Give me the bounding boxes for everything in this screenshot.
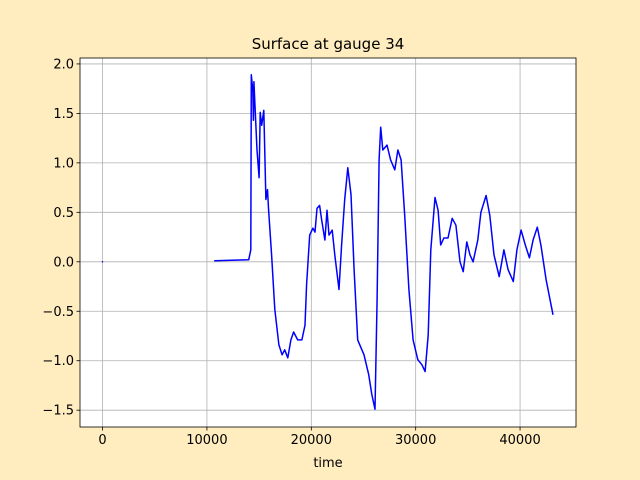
y-tick-label: 0.5	[53, 206, 74, 221]
x-tick-label: 40000	[499, 433, 540, 448]
x-tick-label: 20000	[291, 433, 332, 448]
y-tick-label: 2.0	[53, 57, 74, 72]
y-tick-label: −1.0	[42, 354, 74, 369]
y-tick-label: −0.5	[42, 305, 74, 320]
y-tick-label: 1.0	[53, 156, 74, 171]
y-tick-label: −1.5	[42, 404, 74, 419]
chart-title: Surface at gauge 34	[252, 35, 405, 53]
data-line	[101, 74, 554, 410]
x-tick-label: 0	[98, 433, 106, 448]
x-axis-label: time	[313, 456, 342, 471]
axes-frame	[79, 57, 577, 428]
x-tick-label: 10000	[186, 433, 227, 448]
x-tick-label: 30000	[395, 433, 436, 448]
y-tick-label: 1.5	[53, 107, 74, 122]
y-tick-label: 0.0	[53, 255, 74, 270]
